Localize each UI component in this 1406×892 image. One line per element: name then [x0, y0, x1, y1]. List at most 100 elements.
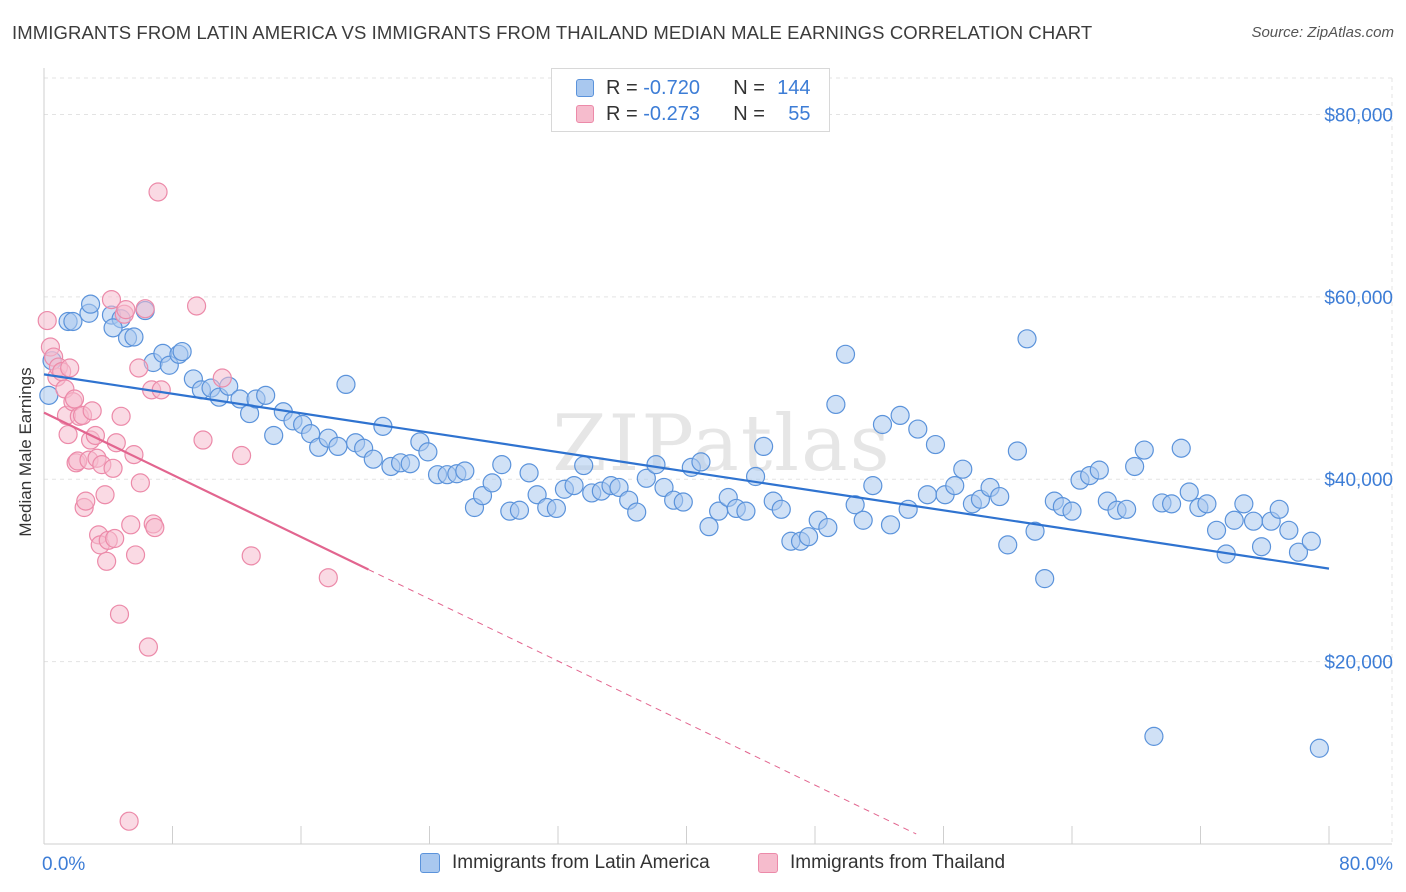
point-latin-america [418, 442, 438, 462]
point-latin-america [564, 476, 584, 496]
point-latin-america [1025, 521, 1045, 541]
legend-row-latin-america: R = -0.720 N = 144 [576, 75, 811, 101]
point-latin-america [492, 455, 512, 475]
point-latin-america [124, 327, 144, 347]
point-thailand [82, 401, 102, 421]
trend-line-thailand-extension [368, 569, 917, 835]
point-thailand [151, 380, 171, 400]
point-latin-america [336, 374, 356, 394]
x-tick-label-max: 80.0% [1339, 854, 1393, 875]
point-thailand [135, 299, 155, 319]
watermark: ZIPatlas [552, 399, 891, 489]
point-thailand [148, 182, 168, 202]
point-latin-america [736, 501, 756, 521]
point-latin-america [1117, 499, 1137, 519]
point-latin-america [519, 463, 539, 483]
point-thailand [241, 546, 261, 566]
point-latin-america [1234, 494, 1254, 514]
point-thailand [106, 433, 126, 453]
point-thailand [116, 300, 136, 320]
legend-n-label: N = [733, 102, 765, 125]
y-tick-label: $20,000 [1324, 653, 1393, 674]
point-thailand [318, 568, 338, 588]
point-latin-america [998, 535, 1018, 555]
point-latin-america [673, 492, 693, 512]
trend-line-latin-america [43, 373, 1330, 570]
point-latin-america [455, 461, 475, 481]
point-latin-america [691, 452, 711, 472]
point-thailand [37, 310, 57, 331]
point-latin-america [945, 476, 965, 496]
point-latin-america [63, 311, 83, 332]
y-axis-title: Median Male Earnings [16, 367, 35, 536]
point-thailand [125, 545, 146, 565]
x-tick-labels: 0.0% 80.0% [42, 854, 1393, 875]
point-thailand [60, 358, 80, 378]
source-label: Source: ZipAtlas.com [1251, 24, 1394, 41]
point-latin-america [1243, 511, 1264, 531]
legend-r-value: -0.273 [643, 102, 700, 125]
point-latin-america [798, 527, 819, 547]
point-latin-america [835, 344, 856, 364]
trend-lines [43, 373, 1330, 835]
point-latin-america [953, 459, 973, 479]
point-latin-america [328, 436, 348, 457]
point-thailand [97, 551, 117, 571]
point-latin-america [1288, 542, 1309, 562]
point-thailand [129, 358, 149, 378]
point-thailand [109, 604, 130, 624]
point-thailand [105, 528, 125, 549]
point-latin-america [1224, 510, 1244, 530]
point-latin-america [80, 294, 101, 314]
point-latin-america [256, 385, 276, 405]
bottom-legend-label-blue: Immigrants from Latin America [452, 852, 710, 873]
point-thailand [145, 517, 165, 538]
point-thailand [130, 473, 150, 493]
point-thailand [121, 515, 141, 535]
point-latin-america [103, 318, 123, 338]
point-thailand [186, 296, 207, 316]
point-latin-america [1007, 441, 1027, 461]
point-latin-america [574, 455, 594, 476]
correlation-legend: R = -0.720 N = 144 R = -0.273 N = 55 [551, 68, 830, 132]
point-latin-america [39, 385, 59, 405]
point-latin-america [1062, 501, 1082, 521]
legend-r-label: R = [606, 102, 638, 125]
point-latin-america [546, 498, 566, 519]
point-latin-america [636, 468, 656, 488]
point-thailand [103, 458, 123, 478]
point-thailand [212, 368, 232, 388]
chart-title: IMMIGRANTS FROM LATIN AMERICA VS IMMIGRA… [12, 22, 1093, 43]
point-latin-america [990, 486, 1010, 507]
point-latin-america [1171, 438, 1191, 458]
point-latin-america [1251, 537, 1272, 557]
legend-n-value: 144 [777, 76, 811, 99]
point-latin-america [1144, 726, 1164, 746]
point-latin-america [925, 434, 946, 455]
point-thailand [64, 389, 85, 409]
point-latin-america [818, 517, 838, 538]
point-latin-america [863, 476, 883, 496]
point-latin-america [609, 477, 629, 498]
point-latin-america [1161, 494, 1182, 514]
point-latin-america [1179, 482, 1199, 502]
point-latin-america [654, 477, 674, 498]
bottom-legend-latin-america: Immigrants from Latin America [420, 852, 710, 874]
point-latin-america [627, 502, 647, 522]
legend-row-thailand: R = -0.273 N = 55 [576, 101, 811, 127]
point-latin-america [1017, 329, 1037, 349]
legend-n-label: N = [733, 76, 765, 99]
point-thailand [138, 637, 159, 657]
point-latin-america [845, 495, 865, 515]
point-latin-america [1279, 520, 1299, 540]
bottom-legend-swatch-pink [758, 853, 778, 873]
point-thailand [95, 485, 115, 505]
point-latin-america [1309, 738, 1329, 758]
point-thailand [231, 445, 252, 466]
point-thailand [58, 424, 78, 445]
point-latin-america [880, 515, 901, 535]
point-latin-america [527, 485, 547, 505]
point-latin-america [509, 500, 530, 520]
y-tick-label: $60,000 [1324, 288, 1393, 309]
